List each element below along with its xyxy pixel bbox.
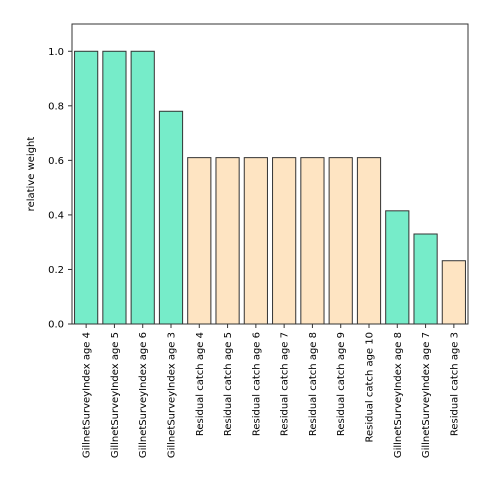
x-category-label: Residual catch age 4 [195,332,206,436]
y-axis-label: relative weight [26,137,37,212]
bar-7 [243,157,268,325]
bar-2 [102,50,127,325]
bar-1 [74,50,99,325]
y-tick-label: 0.2 [48,265,64,276]
bar-8 [272,157,297,325]
bar-9 [300,157,325,325]
bar-14 [441,260,466,325]
x-category-label: Residual catch age 5 [223,332,234,436]
x-category-label: GillnetSurveyIndex age 8 [393,332,404,458]
x-category-label: Residual catch age 10 [365,332,376,443]
bars-group [74,50,466,325]
y-tick-label: 0.8 [48,101,64,112]
x-axis: GillnetSurveyIndex age 4 GillnetSurveyInd… [82,324,460,458]
y-axis: 0.0 0.2 0.4 0.6 0.8 1.0 [48,47,72,331]
bar-6 [215,157,240,325]
bar-3 [130,50,155,325]
plot-frame [71,23,469,325]
bar-12 [385,210,410,325]
bar-11 [356,157,382,325]
y-tick-label: 0.0 [48,320,64,331]
bar-5 [187,157,212,325]
x-category-label: Residual catch age 9 [336,332,347,436]
x-category-label: GillnetSurveyIndex age 5 [110,332,121,458]
x-category-label: Residual catch age 3 [449,332,460,436]
y-tick-label: 1.0 [48,47,64,58]
x-category-label: GillnetSurveyIndex age 7 [421,332,432,458]
bar-10 [328,157,353,325]
bar-13 [413,233,438,325]
x-category-label: GillnetSurveyIndex age 6 [138,332,149,458]
x-category-label: GillnetSurveyIndex age 3 [167,332,178,458]
y-tick-label: 0.6 [48,156,64,167]
y-tick-label: 0.4 [48,210,64,221]
x-category-label: Residual catch age 8 [308,332,319,436]
bar-4 [158,110,184,325]
x-category-label: Residual catch age 7 [280,332,291,436]
x-category-label: Residual catch age 6 [251,332,262,436]
x-category-label: GillnetSurveyIndex age 4 [82,332,93,458]
